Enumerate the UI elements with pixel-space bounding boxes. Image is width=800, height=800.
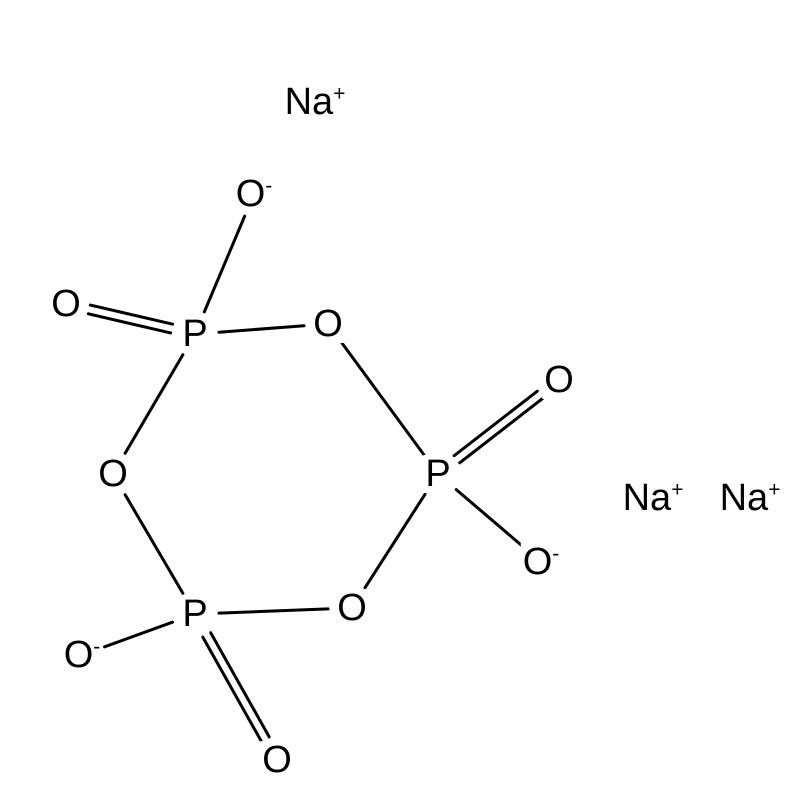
atom-O12: O: [311, 305, 345, 343]
atom-Na3: Na+: [718, 479, 783, 517]
atom-O_P2_dbl: O: [542, 361, 576, 399]
atom-P2: P: [423, 455, 452, 493]
molecule-diagram: { "structure_type": "chemical-structure"…: [0, 0, 800, 800]
atom-Na1: Na+: [283, 83, 348, 121]
atom-O_P1_neg: O-: [234, 175, 275, 213]
atom-O_P3_neg: O-: [62, 636, 103, 674]
atom-P1: P: [180, 315, 209, 353]
atom-O23: O: [335, 589, 369, 627]
atom-Na2: Na+: [621, 479, 686, 517]
atom-O_P2_neg: O-: [521, 543, 562, 581]
atom-O_P1_dbl: O: [49, 285, 83, 323]
bond-layer: [0, 0, 800, 800]
atom-O13: O: [96, 455, 130, 493]
atom-P3: P: [180, 595, 209, 633]
atom-O_P3_dbl: O: [260, 741, 294, 779]
